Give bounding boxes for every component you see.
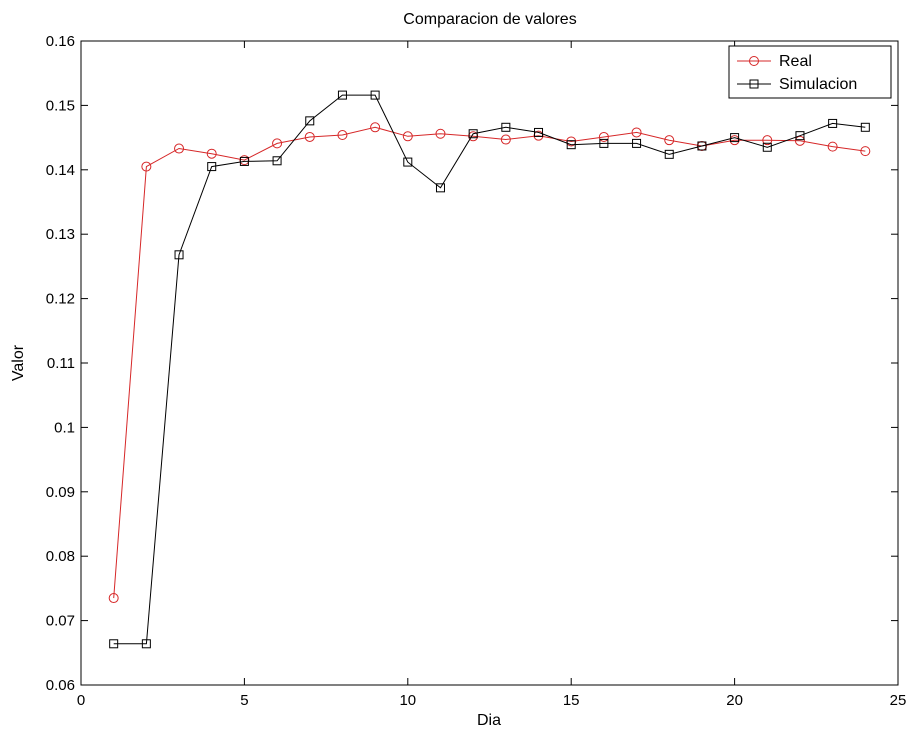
data-point-simulacion — [272, 156, 282, 166]
data-point-simulacion — [468, 129, 478, 139]
data-point-real — [206, 148, 217, 159]
x-tick-label: 15 — [563, 692, 580, 709]
data-point-real — [664, 135, 675, 146]
data-point-real — [108, 593, 119, 604]
series-layer — [108, 90, 871, 649]
data-point-simulacion — [795, 131, 805, 141]
y-tick-label: 0.11 — [47, 355, 75, 372]
x-tick-label: 20 — [726, 692, 743, 709]
x-axis-title: Dia — [477, 712, 501, 729]
y-tick-label: 0.15 — [46, 97, 75, 114]
y-tick-label: 0.1 — [54, 419, 75, 436]
data-point-simulacion — [403, 157, 413, 167]
x-tick-label: 10 — [399, 692, 416, 709]
data-point-simulacion — [370, 90, 380, 100]
y-tick-label: 0.06 — [46, 677, 75, 694]
y-tick-label: 0.09 — [46, 484, 75, 501]
data-point-real — [631, 127, 642, 138]
x-tick-label: 5 — [240, 692, 248, 709]
y-tick-label: 0.08 — [46, 548, 75, 565]
y-tick-label: 0.13 — [46, 226, 75, 243]
series-line-real — [113, 126, 866, 599]
x-tick-label: 25 — [890, 692, 907, 709]
data-point-real — [337, 130, 348, 141]
data-point-real — [827, 141, 838, 152]
data-point-real — [598, 131, 609, 142]
legend-marker — [749, 79, 759, 89]
data-point-simulacion — [632, 138, 642, 148]
y-axis: 0.06 0.07 0.08 0.09 0.1 0.11 0.12 0.13 0.14 0.15 0… — [46, 33, 898, 694]
chart-title: Comparacion de valores — [403, 11, 576, 28]
data-point-simulacion — [762, 142, 772, 152]
y-tick-label: 0.14 — [46, 162, 75, 179]
data-point-simulacion — [697, 141, 707, 151]
data-point-real — [141, 161, 152, 172]
data-point-simulacion — [109, 639, 119, 649]
data-point-simulacion — [141, 639, 151, 649]
data-point-simulacion — [207, 162, 217, 172]
legend-label: Real — [779, 53, 812, 70]
legend-label: Simulacion — [779, 76, 857, 93]
legend-box — [728, 45, 892, 99]
series-simulacion — [109, 90, 870, 649]
data-point-simulacion — [566, 140, 576, 150]
data-point-real — [435, 128, 446, 139]
data-point-simulacion — [599, 138, 609, 148]
legend-marker — [749, 56, 759, 66]
data-point-real — [304, 131, 315, 142]
y-axis-title: Valor — [10, 344, 27, 381]
data-point-simulacion — [501, 122, 511, 132]
data-point-simulacion — [435, 183, 445, 193]
y-tick-label: 0.16 — [46, 33, 75, 50]
series-line-simulacion — [113, 94, 866, 645]
data-point-simulacion — [305, 116, 315, 126]
x-tick-label: 0 — [77, 692, 85, 709]
data-point-real — [794, 135, 805, 146]
y-tick-label: 0.07 — [46, 613, 75, 630]
data-point-simulacion — [664, 149, 674, 159]
data-point-simulacion — [174, 250, 184, 260]
data-point-simulacion — [860, 122, 870, 132]
data-point-simulacion — [828, 118, 838, 128]
data-point-simulacion — [337, 90, 347, 100]
x-axis: 0 5 10 15 20 25 — [77, 41, 907, 709]
legend: Real Simulacion — [728, 45, 892, 99]
data-point-real — [860, 146, 871, 157]
data-point-real — [174, 143, 185, 154]
plot-frame — [80, 40, 899, 686]
data-point-simulacion — [534, 127, 544, 137]
data-point-real — [370, 122, 381, 133]
data-point-simulacion — [730, 133, 740, 143]
y-tick-label: 0.12 — [46, 291, 75, 308]
data-point-real — [762, 135, 773, 146]
data-point-real — [402, 131, 413, 142]
data-point-real — [272, 138, 283, 149]
data-point-simulacion — [239, 156, 249, 166]
data-point-real — [500, 134, 511, 145]
